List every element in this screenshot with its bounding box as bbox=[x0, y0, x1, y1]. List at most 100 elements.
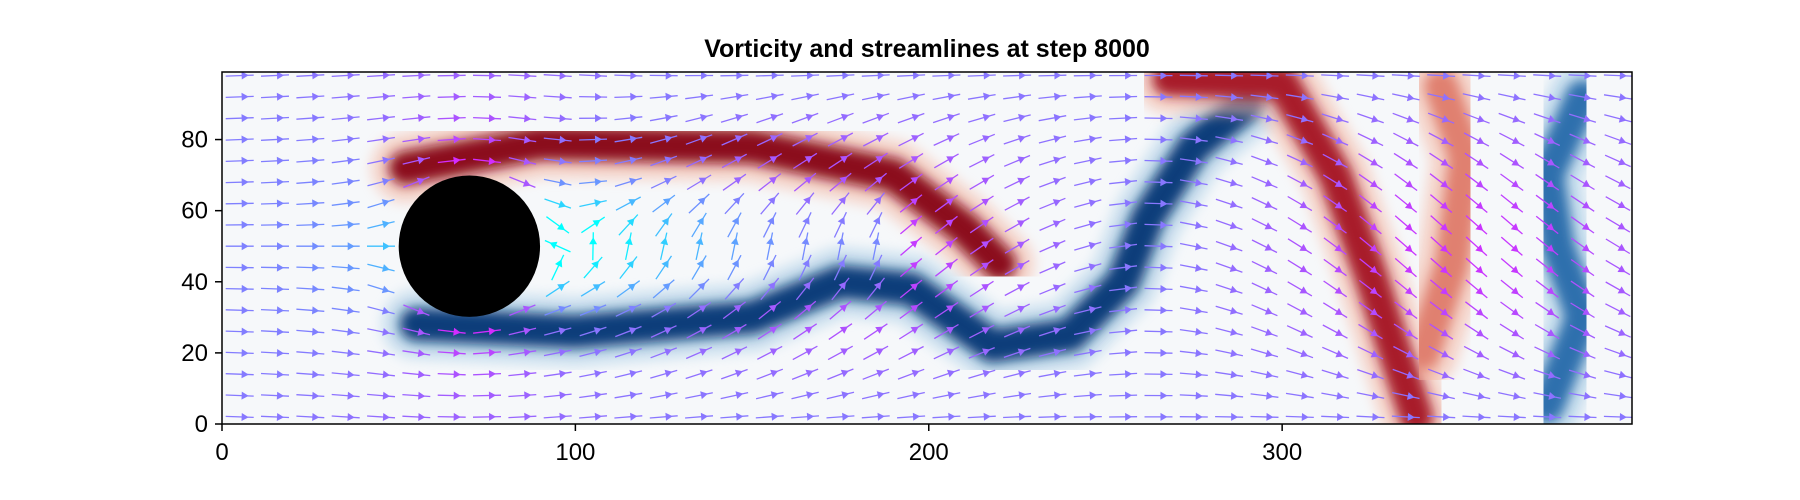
flow-arrow-head bbox=[1266, 72, 1274, 80]
flow-arrow-head bbox=[1475, 265, 1484, 274]
flow-arrow-head bbox=[381, 306, 390, 315]
flow-arrow-head bbox=[382, 264, 390, 272]
flow-arrow-head bbox=[698, 177, 707, 185]
flow-arrow-shaft bbox=[1535, 301, 1560, 319]
flow-arrow-head bbox=[732, 282, 741, 291]
flow-arrow-shaft bbox=[296, 202, 325, 206]
flow-arrow-shaft bbox=[721, 133, 748, 146]
flow-arrow-head bbox=[1195, 370, 1203, 379]
flow-arrow-shaft bbox=[755, 74, 784, 77]
flow-arrow-shaft bbox=[861, 93, 890, 101]
flow-arrow-head bbox=[382, 220, 390, 229]
flow-arrow-head bbox=[767, 216, 775, 225]
flow-arrow-head bbox=[1195, 327, 1203, 336]
flow-arrow-shaft bbox=[1321, 415, 1350, 419]
flow-arrow-shaft bbox=[1179, 221, 1208, 229]
flow-arrow-shaft bbox=[827, 368, 854, 381]
flow-arrow-head bbox=[1547, 371, 1556, 379]
flow-arrow-shaft bbox=[473, 116, 502, 120]
flow-arrow-shaft bbox=[1430, 236, 1453, 257]
flow-arrow-shaft bbox=[831, 192, 850, 215]
flow-arrow-shaft bbox=[1604, 347, 1632, 359]
flow-arrow-shaft bbox=[331, 95, 360, 99]
flow-arrow-shaft bbox=[933, 133, 960, 146]
flow-arrow-head bbox=[1440, 244, 1448, 253]
flow-arrow-head bbox=[1195, 114, 1203, 123]
flow-arrow-shaft bbox=[543, 371, 572, 377]
flow-arrow-shaft bbox=[791, 93, 819, 101]
flow-arrow-head bbox=[312, 72, 320, 80]
flow-arrow-head bbox=[1617, 265, 1626, 273]
flow-arrow-head bbox=[312, 263, 320, 272]
flow-arrow-head bbox=[1440, 329, 1449, 337]
flow-arrow-shaft bbox=[1144, 181, 1173, 184]
flow-arrow-shaft bbox=[367, 116, 395, 121]
flow-arrow-head bbox=[1195, 200, 1203, 208]
flow-arrow-head bbox=[276, 413, 284, 421]
flow-arrow-head bbox=[558, 178, 567, 187]
flow-arrow-head bbox=[695, 237, 704, 246]
flow-arrow-head bbox=[1369, 201, 1378, 209]
flow-arrow-head bbox=[312, 327, 320, 336]
flow-arrow-shaft bbox=[691, 212, 707, 238]
flow-arrow-shaft bbox=[969, 216, 994, 234]
flow-arrow-shaft bbox=[652, 279, 675, 299]
flow-arrow-head bbox=[1619, 391, 1627, 400]
flow-arrow-shaft bbox=[1003, 415, 1032, 419]
flow-arrow-head bbox=[910, 219, 918, 227]
flow-arrow-head bbox=[1371, 93, 1380, 102]
flow-arrow-head bbox=[1441, 350, 1450, 358]
flow-arrow-head bbox=[593, 305, 602, 314]
flow-arrow-head bbox=[1547, 136, 1556, 144]
flow-arrow-head bbox=[1582, 179, 1591, 187]
flow-arrow-shaft bbox=[1499, 152, 1525, 169]
flow-arrow-shaft bbox=[579, 348, 607, 358]
vorticity-band-1 bbox=[399, 87, 1264, 363]
flow-arrow-shaft bbox=[649, 415, 678, 419]
flow-arrow-head bbox=[1618, 158, 1627, 166]
flow-arrow-head bbox=[559, 412, 567, 421]
flow-arrow-head bbox=[1088, 156, 1097, 165]
flow-arrow-head bbox=[1547, 115, 1556, 123]
flow-arrow-shaft bbox=[969, 280, 994, 298]
flow-arrow-head bbox=[1404, 244, 1413, 253]
flow-arrow-head bbox=[1369, 244, 1378, 252]
flow-arrow-shaft bbox=[1498, 391, 1526, 400]
flow-arrow-head bbox=[1124, 242, 1133, 250]
flow-arrow-shaft bbox=[898, 152, 924, 169]
flow-arrow-head bbox=[767, 259, 775, 268]
flow-arrow-shaft bbox=[296, 415, 325, 419]
flow-arrow-shaft bbox=[225, 202, 254, 205]
flow-arrow-shaft bbox=[791, 112, 819, 124]
flow-arrow-head bbox=[524, 412, 532, 421]
flow-arrow-head bbox=[1089, 391, 1097, 400]
flow-arrow-head bbox=[1300, 370, 1309, 379]
flow-arrow-shaft bbox=[509, 304, 536, 317]
flow-arrow-head bbox=[1160, 263, 1168, 272]
flow-arrow-head bbox=[347, 413, 355, 421]
flow-arrow-head bbox=[347, 114, 355, 122]
flow-arrow-head bbox=[981, 156, 990, 164]
flow-arrow-shaft bbox=[899, 173, 923, 191]
flow-arrow-head bbox=[1617, 307, 1626, 315]
flow-arrow-head bbox=[1369, 265, 1378, 274]
flow-arrow-head bbox=[559, 72, 567, 80]
flow-arrow-head bbox=[524, 114, 532, 123]
flow-arrow-shaft bbox=[367, 178, 395, 187]
flow-arrow-head bbox=[1124, 327, 1133, 336]
flow-arrow-shaft bbox=[1534, 346, 1561, 360]
flow-arrow-shaft bbox=[1004, 175, 1030, 189]
flow-arrow-head bbox=[838, 281, 846, 290]
flow-arrow-shaft bbox=[437, 137, 466, 142]
flow-arrow-head bbox=[665, 391, 673, 400]
flow-arrow-head bbox=[1335, 329, 1344, 336]
flow-arrow-shaft bbox=[1321, 369, 1349, 380]
flow-arrow-head bbox=[241, 349, 249, 357]
flow-arrow-head bbox=[661, 217, 669, 226]
flow-arrow-shaft bbox=[1215, 371, 1244, 377]
flow-arrow-shaft bbox=[616, 280, 641, 298]
flow-arrow-head bbox=[1053, 113, 1062, 122]
flow-arrow-shaft bbox=[1074, 199, 1102, 208]
flow-arrow-head bbox=[1089, 412, 1097, 421]
flow-arrow-head bbox=[453, 72, 461, 80]
